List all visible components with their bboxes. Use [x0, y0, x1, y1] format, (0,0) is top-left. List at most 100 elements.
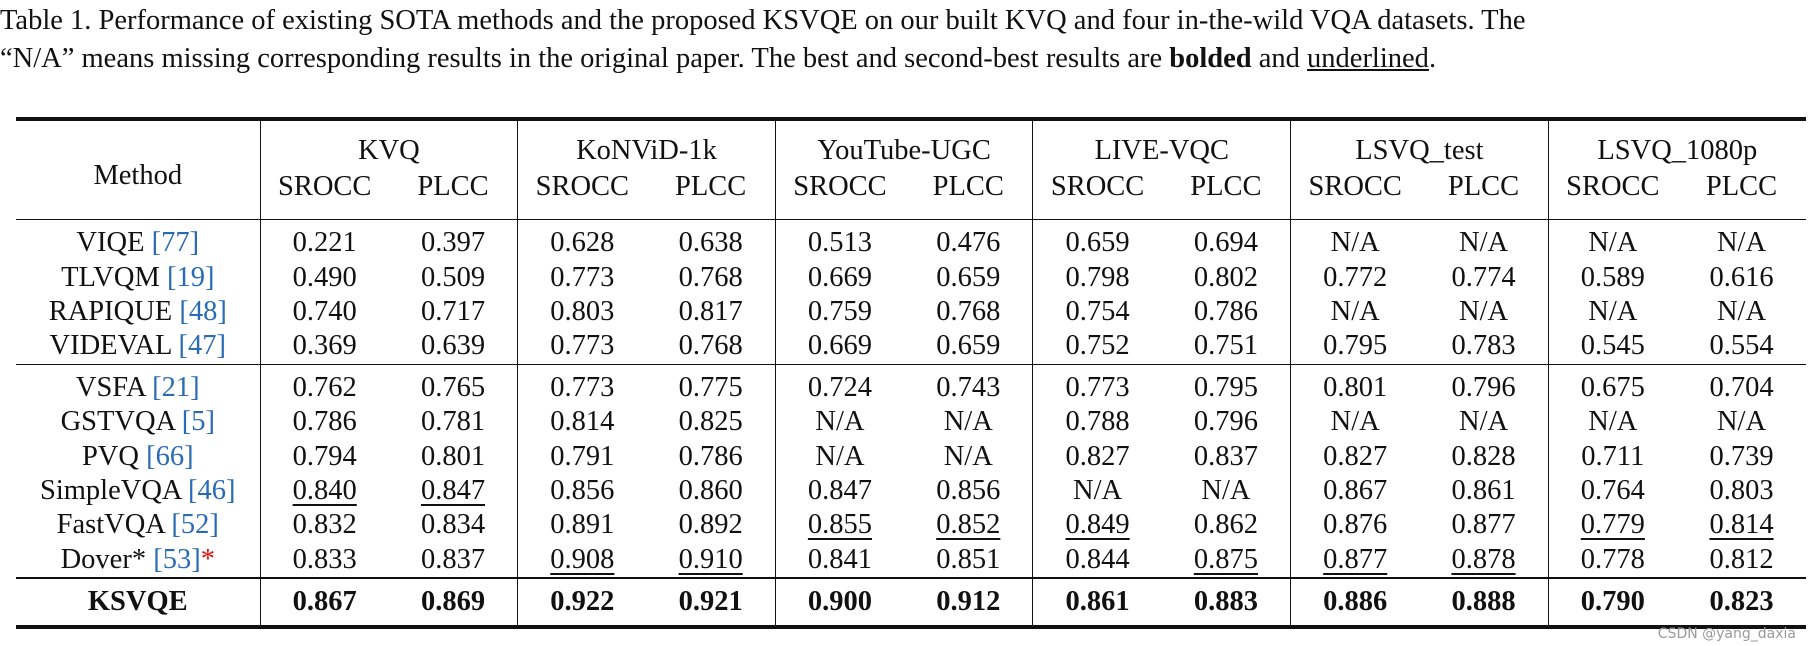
metric-value: 0.786 — [1193, 295, 1258, 327]
header-metric: PLCC — [1190, 171, 1262, 202]
value-cell: 0.841 — [774, 542, 905, 578]
citation-link[interactable]: [5] — [181, 406, 215, 438]
metric-value: 0.369 — [292, 330, 357, 362]
value-cell: 0.476 — [904, 219, 1033, 261]
value-cell: 0.847 — [389, 474, 518, 508]
caption-bold-word: bolded — [1169, 43, 1252, 74]
metric-value: N/A — [1588, 295, 1638, 327]
metric-value: 0.921 — [678, 585, 743, 617]
metric-value: 0.892 — [678, 509, 743, 541]
value-cell: 0.877 — [1419, 508, 1548, 542]
metric-value: N/A — [815, 440, 865, 472]
metric-value: 0.638 — [678, 227, 743, 259]
citation-link[interactable]: [19] — [166, 261, 215, 293]
citation-link[interactable]: [53] — [153, 543, 201, 575]
metric-value: N/A — [1716, 295, 1767, 327]
citation-number: 5 — [191, 406, 206, 438]
value-cell: 0.669 — [774, 260, 905, 295]
metric-value: 0.759 — [807, 295, 873, 327]
metric-value: 0.867 — [1323, 474, 1388, 506]
metric-value: 0.513 — [807, 227, 873, 259]
metric-value: 0.856 — [550, 474, 615, 506]
value-cell: 0.669 — [774, 329, 905, 365]
second-best-value: 0.847 — [420, 474, 486, 506]
caption-text-a: “N/A” means missing corresponding result… — [0, 43, 1170, 74]
metric-value: 0.739 — [1709, 440, 1774, 472]
value-cell: 0.803 — [517, 294, 647, 330]
citation-link[interactable]: [46] — [188, 474, 236, 506]
citation-link[interactable]: [47] — [178, 330, 227, 362]
metric-value: 0.861 — [1065, 585, 1130, 617]
value-cell: 0.545 — [1547, 329, 1677, 365]
metric-value: 0.669 — [807, 330, 873, 362]
metric-value: 0.844 — [1065, 543, 1130, 575]
value-cell: 0.892 — [646, 508, 775, 542]
metric-value: 0.888 — [1451, 585, 1516, 617]
value-cell: 0.768 — [646, 260, 775, 294]
metric-value: 0.795 — [1193, 371, 1258, 403]
header-dataset: KoNViD-1k — [517, 117, 776, 169]
value-cell: N/A — [1547, 404, 1677, 440]
watermark: CSDN @yang_daxia — [1657, 626, 1796, 642]
metric-value: 0.765 — [420, 371, 486, 403]
metric-value: 0.659 — [936, 261, 1001, 293]
citation-link[interactable]: [52] — [171, 509, 219, 541]
value-cell: 0.837 — [389, 543, 518, 578]
value-cell: 0.768 — [904, 295, 1033, 329]
value-cell: 0.828 — [1419, 439, 1548, 473]
metric-value: N/A — [1588, 227, 1638, 259]
value-cell: 0.900 — [774, 576, 905, 629]
value-cell: 0.638 — [646, 219, 776, 261]
value-cell: 0.768 — [646, 329, 775, 364]
value-cell: 0.840 — [259, 473, 389, 509]
value-cell: 0.847 — [774, 473, 905, 509]
value-cell: 0.801 — [389, 439, 518, 473]
value-cell: 0.704 — [1677, 363, 1806, 405]
header-metric: PLCC — [417, 171, 489, 202]
metric-value: 0.752 — [1065, 330, 1130, 362]
metric-value: 0.554 — [1709, 330, 1774, 362]
citation-link[interactable]: [21] — [152, 371, 200, 403]
table-row: GSTVQA [5] 0.786 0.781 0.814 0.825 N/A N/A 0.78… — [16, 404, 1806, 440]
metric-value: 0.704 — [1709, 371, 1774, 403]
citation-link[interactable]: [66] — [146, 440, 194, 472]
metric-value: 0.397 — [420, 227, 486, 259]
header-metric: SROCC — [1032, 169, 1162, 220]
value-cell: 0.908 — [517, 542, 647, 578]
citation-number: 77 — [161, 227, 190, 259]
metric-value: 0.867 — [292, 585, 357, 617]
value-cell: 0.724 — [774, 363, 905, 405]
metric-value: 0.724 — [807, 371, 873, 403]
value-cell: 0.397 — [388, 219, 518, 261]
method-name: FastVQA — [56, 509, 165, 541]
header-dataset: LSVQ_1080p — [1547, 117, 1806, 169]
second-best-value: 0.910 — [678, 543, 743, 575]
metric-value: 0.616 — [1709, 261, 1774, 293]
metric-value: 0.490 — [292, 261, 357, 293]
citation-number: 47 — [188, 330, 217, 362]
table-row: Dover* [53]* 0.833 0.837 0.908 0.910 0.841 0.8… — [16, 542, 1806, 578]
metric-value: 0.774 — [1451, 261, 1516, 293]
method-cell: PVQ [66] — [16, 439, 260, 473]
citation-link[interactable]: [77] — [151, 227, 200, 259]
second-best-value: 0.779 — [1580, 509, 1645, 541]
citation-link[interactable]: [48] — [179, 295, 227, 327]
value-cell: 0.762 — [259, 363, 389, 405]
metric-value: 0.775 — [678, 371, 743, 403]
metric-value: 0.717 — [420, 295, 486, 327]
metric-value: N/A — [1458, 406, 1509, 438]
metric-value: N/A — [1588, 406, 1638, 438]
value-cell: 0.875 — [1162, 543, 1291, 578]
metric-value: 0.856 — [936, 474, 1001, 506]
metric-value: 0.589 — [1580, 261, 1645, 293]
metric-value: 0.754 — [1065, 295, 1130, 327]
value-cell: 0.659 — [904, 329, 1033, 364]
value-cell: N/A — [1677, 295, 1806, 329]
metric-value: 0.476 — [936, 227, 1001, 259]
header-metric: PLCC — [932, 171, 1004, 202]
value-cell: 0.781 — [389, 405, 518, 439]
table-row: VIDEVAL [47] 0.369 0.639 0.773 0.768 0.669 0.6… — [16, 329, 1806, 365]
metric-value: 0.659 — [1065, 227, 1130, 259]
value-cell: 0.801 — [1290, 363, 1420, 405]
metric-value: 0.740 — [292, 295, 357, 327]
